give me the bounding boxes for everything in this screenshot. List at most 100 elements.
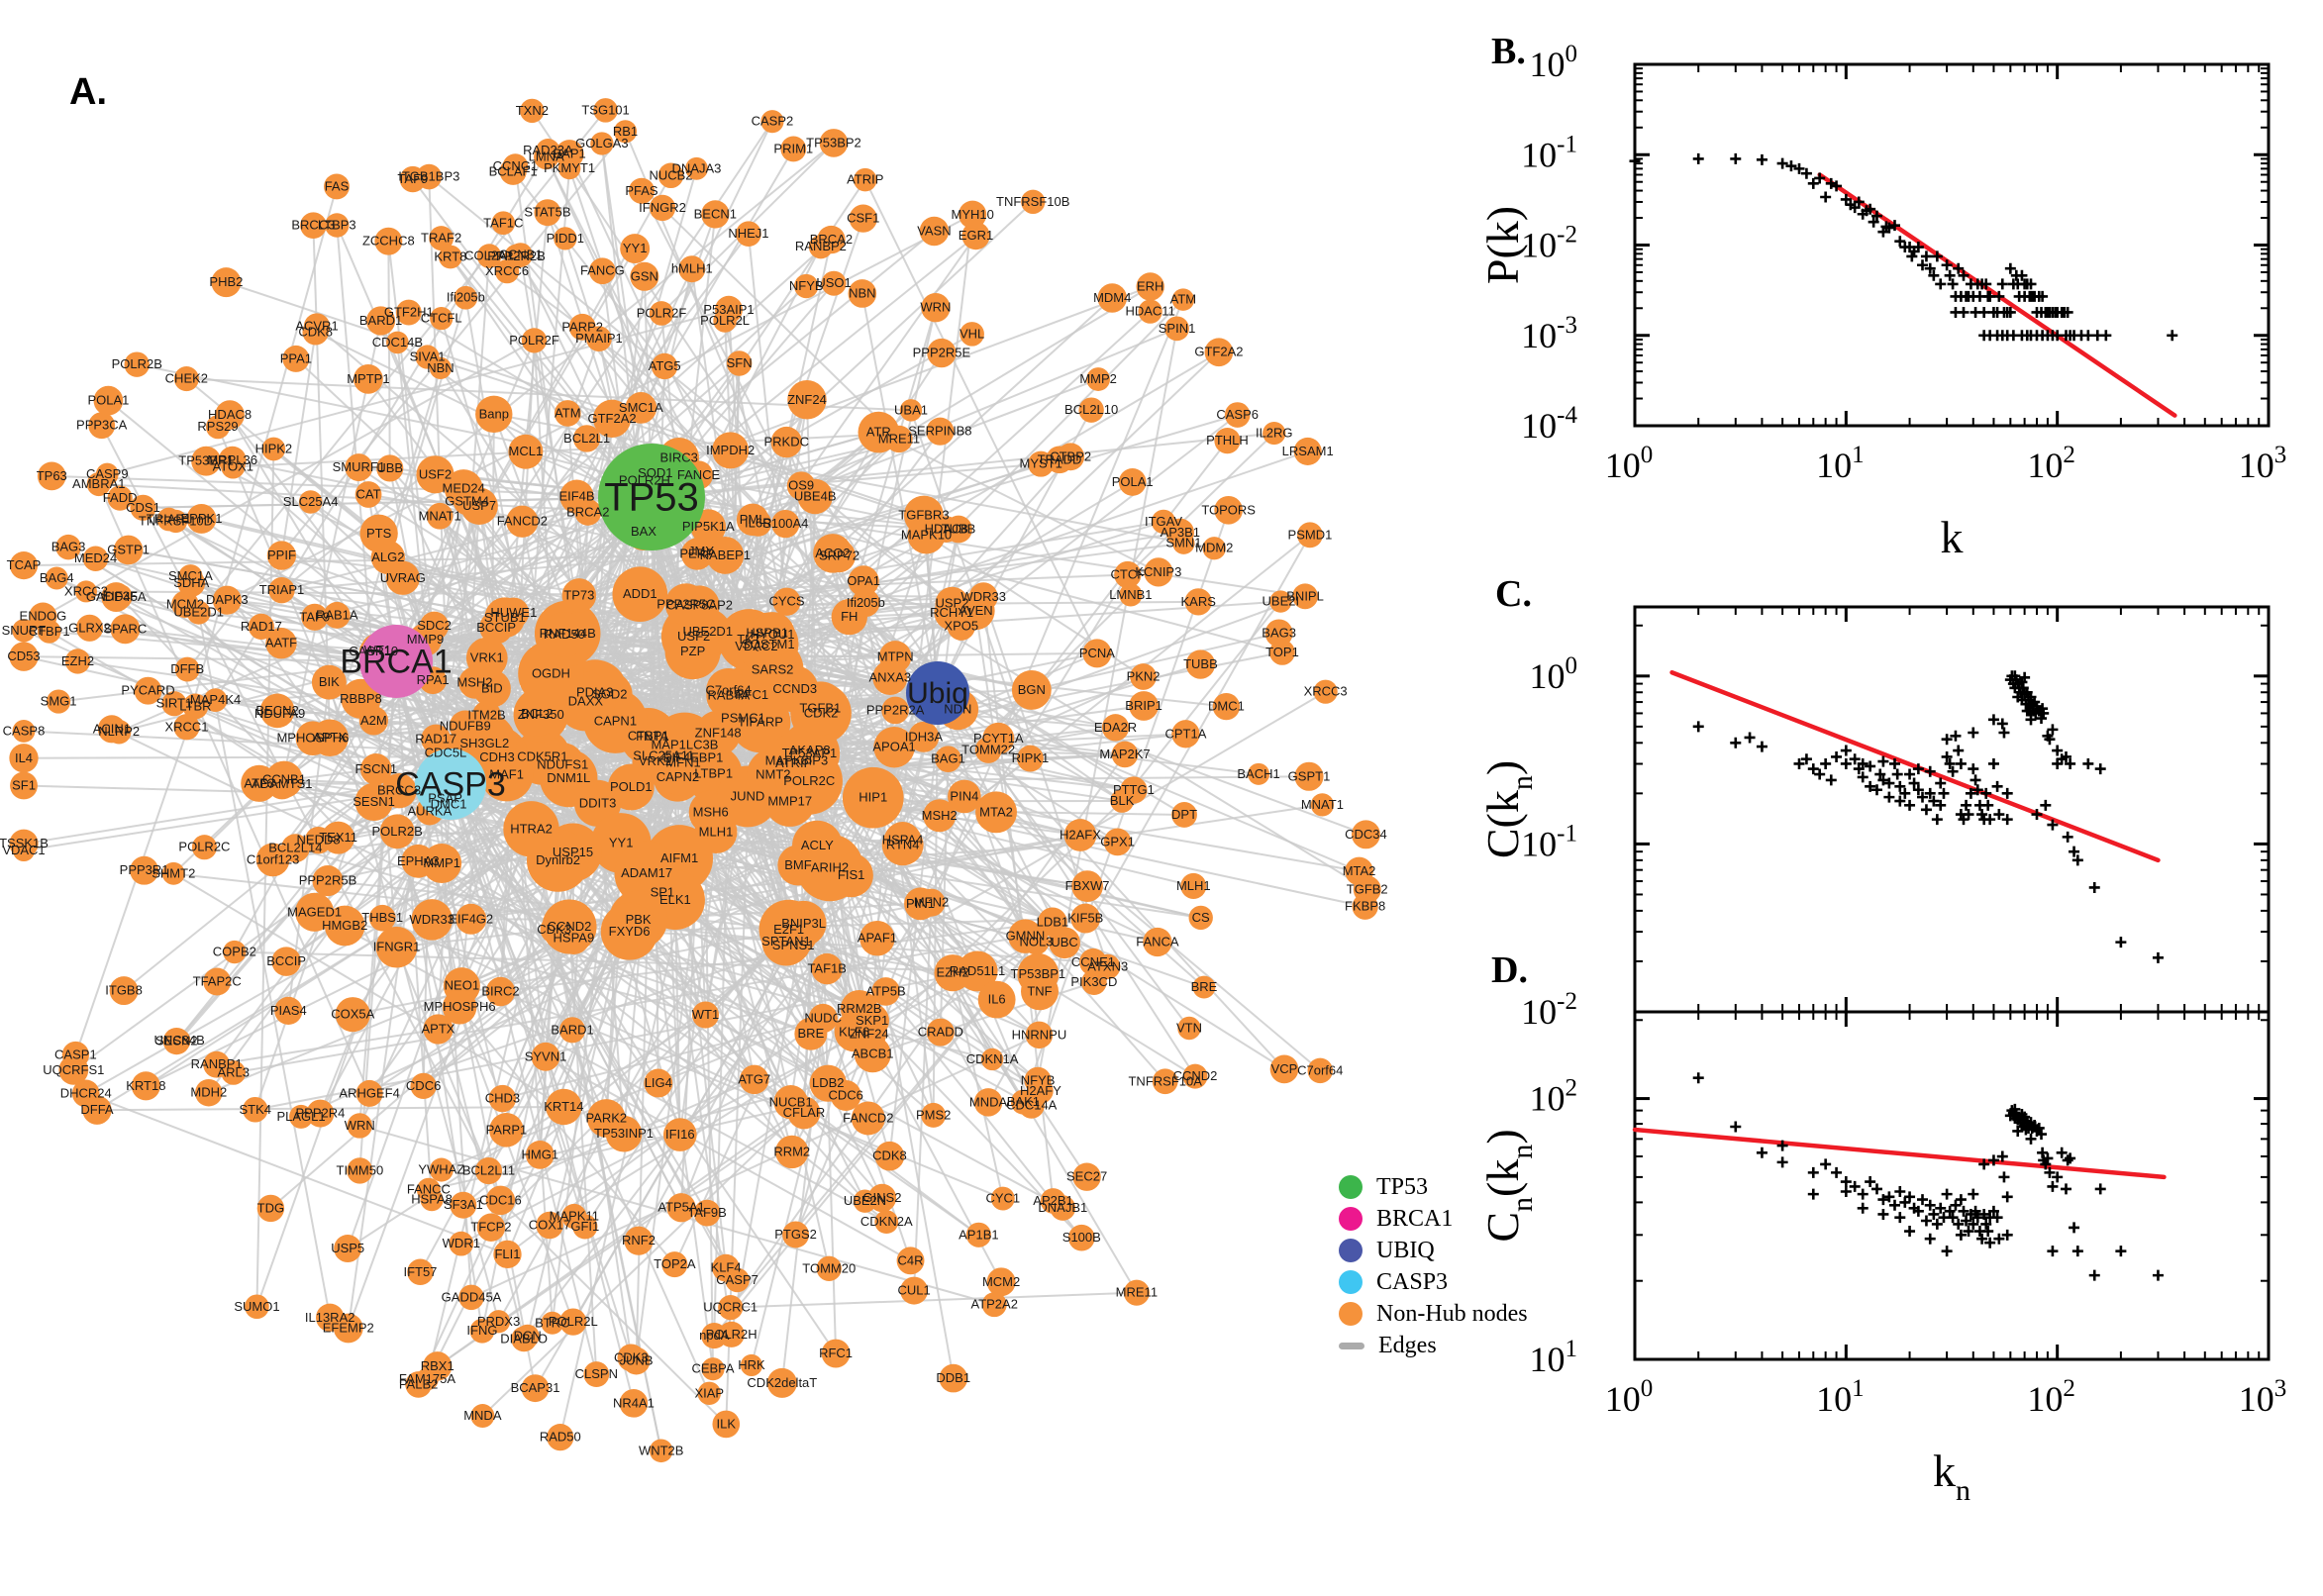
network-node <box>374 227 403 255</box>
network-node <box>957 950 998 992</box>
network-edge <box>255 449 275 1307</box>
gene-label: FANCC <box>407 1182 451 1197</box>
data-point <box>1904 1226 1916 1238</box>
gene-label: BAX <box>631 524 656 539</box>
network-node <box>1119 583 1143 607</box>
network-node <box>628 177 656 204</box>
network-edge <box>347 496 653 1329</box>
data-point <box>2115 937 2127 948</box>
network-node <box>271 947 301 976</box>
network-node <box>1070 903 1101 934</box>
network-node <box>266 541 297 570</box>
network-edge <box>624 131 1033 1106</box>
gene-label: BAP1 <box>554 147 586 161</box>
gene-label: MDH2 <box>190 1085 227 1100</box>
gene-label: UBE2D1 <box>682 624 733 639</box>
network-node <box>981 1292 1007 1318</box>
network-edge <box>458 1006 676 1265</box>
network-node <box>1082 639 1112 668</box>
network-node <box>268 577 295 604</box>
network-node <box>583 1361 610 1387</box>
gene-label: C4R <box>898 1252 924 1267</box>
data-point <box>1993 809 2005 821</box>
gene-label: GSPT1 <box>1288 768 1331 783</box>
network-node <box>410 1072 437 1100</box>
network-edge <box>100 425 490 1172</box>
gene-label: SRP72 <box>819 549 859 563</box>
gene-label: TEX11 <box>319 830 357 845</box>
tick-label: 100 <box>1605 1375 1654 1419</box>
network-node <box>666 1193 696 1223</box>
network-node <box>921 1102 947 1128</box>
network-node <box>475 395 513 434</box>
network-node <box>693 1199 721 1227</box>
gene-label: ATR <box>866 425 891 440</box>
gene-label: SMN1 <box>1165 536 1201 550</box>
network-node <box>923 799 957 833</box>
gene-label: CDC16 <box>479 1192 522 1207</box>
gene-label: APTX <box>422 1021 455 1036</box>
network-node <box>873 727 915 768</box>
gene-label: IFNG <box>466 1323 497 1338</box>
gene-label: CTBP2 <box>1050 449 1091 463</box>
data-point <box>1692 721 1704 733</box>
network-node <box>521 1374 550 1403</box>
data-point <box>2044 734 2056 746</box>
data-point <box>1996 278 2008 290</box>
gene-label: VASN <box>917 223 951 238</box>
data-point <box>1756 153 1768 165</box>
data-points <box>1629 152 2178 342</box>
network-node <box>849 204 877 233</box>
network-node <box>701 1323 728 1349</box>
panel-label-c: C. <box>1495 573 1532 615</box>
network-node <box>1269 1054 1299 1084</box>
network-node <box>592 399 632 438</box>
gene-label: VDAC2 <box>735 639 777 653</box>
data-point <box>1831 750 1843 762</box>
network-edge <box>785 442 955 1379</box>
gene-label: CTBP1 <box>628 729 669 744</box>
gene-label: RPS29 <box>197 419 238 434</box>
y-axis-title: C(kn) <box>1485 760 1539 858</box>
gene-label: TNFRSF10A <box>1128 1073 1202 1088</box>
network-edge <box>440 367 794 947</box>
gene-label: BACH1 <box>1237 766 1279 781</box>
data-point <box>1871 1183 1883 1195</box>
data-point <box>1857 1188 1868 1200</box>
gene-label: DMC1 <box>431 796 467 811</box>
data-point <box>1917 259 1929 271</box>
gene-label: VDAC1 <box>2 843 45 857</box>
gene-label: POLA1 <box>1112 474 1154 489</box>
network-node <box>1095 953 1121 980</box>
data-point <box>2001 1191 2013 1203</box>
data-point <box>1993 1233 2005 1245</box>
gene-label: NDUFS1 <box>537 756 588 771</box>
gene-label: HMGB2 <box>322 918 367 933</box>
gene-label: CASP10 <box>349 644 398 658</box>
gene-label: BGN <box>1018 682 1046 697</box>
hub-label-casp3: CASP3 <box>395 766 506 804</box>
network-node <box>107 485 133 511</box>
data-point <box>2094 1183 2106 1195</box>
network-node <box>691 1001 720 1029</box>
network-node <box>1136 272 1164 301</box>
gene-label: AMBRA1 <box>72 476 125 491</box>
network-node <box>491 211 516 236</box>
gene-label: DDIT3 <box>579 795 617 810</box>
network-node <box>241 764 278 802</box>
gene-label: UBC <box>1051 935 1077 949</box>
data-point <box>1953 1218 1965 1230</box>
gene-label: FXYD6 <box>609 924 651 939</box>
gene-label: ITGAV <box>1145 514 1182 529</box>
gene-label: TAF9B <box>687 1205 727 1220</box>
network-edge <box>450 121 773 785</box>
gene-label: MYH10 <box>951 207 993 222</box>
network-node <box>9 744 39 773</box>
data-point <box>1807 1166 1819 1178</box>
network-node <box>12 719 36 743</box>
gene-label: FKBP8 <box>1345 899 1385 914</box>
network-node <box>1078 397 1104 423</box>
gene-label: BCLAF1 <box>489 163 538 178</box>
data-point <box>1894 236 1906 248</box>
network-node <box>588 257 616 285</box>
